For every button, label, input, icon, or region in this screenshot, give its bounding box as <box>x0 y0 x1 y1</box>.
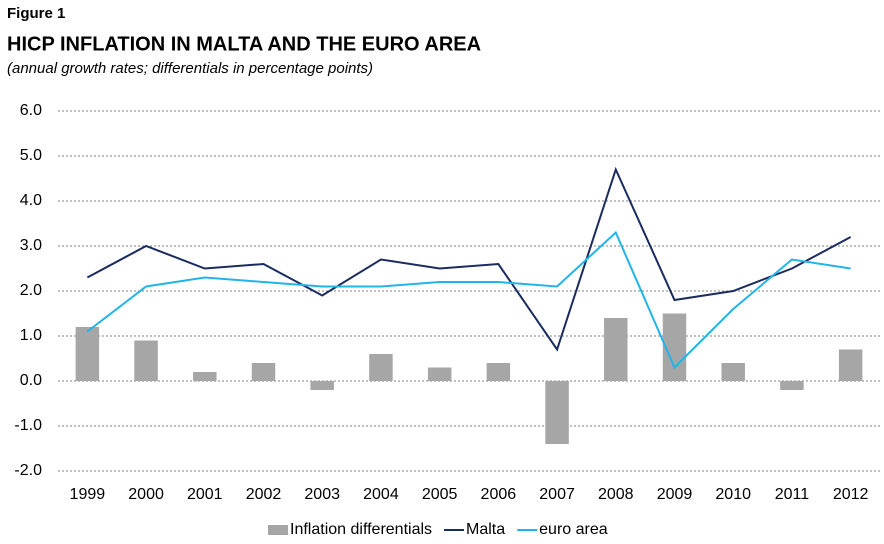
bar <box>545 381 569 444</box>
bar <box>780 381 804 390</box>
x-tick-label: 2003 <box>304 486 340 503</box>
chart-subtitle: (annual growth rates; differentials in p… <box>7 60 373 77</box>
chart-title: HICP INFLATION IN MALTA AND THE EURO ARE… <box>7 33 481 55</box>
y-tick-label: 3.0 <box>20 237 42 254</box>
x-tick-label: 2006 <box>481 486 517 503</box>
bar <box>310 381 334 390</box>
y-tick-label: 2.0 <box>20 282 42 299</box>
x-tick-label: 2002 <box>246 486 282 503</box>
line <box>86 230 851 370</box>
y-tick-label: -1.0 <box>14 417 42 434</box>
legend-label: Malta <box>466 521 505 538</box>
x-tick-label: 2007 <box>539 486 575 503</box>
line <box>86 166 852 352</box>
bar <box>662 313 687 381</box>
x-tick-label: 2011 <box>775 486 810 503</box>
bar <box>369 354 393 381</box>
x-tick-label: 2005 <box>422 486 458 503</box>
bar <box>721 363 745 381</box>
bar <box>427 367 452 381</box>
x-tick-label: 2008 <box>598 486 634 503</box>
bar <box>134 340 158 381</box>
figure-label: Figure 1 <box>7 5 65 22</box>
x-tick-label: 1999 <box>70 486 106 503</box>
bar <box>75 327 100 381</box>
legend-swatch <box>268 525 288 535</box>
legend-label: euro area <box>539 521 608 538</box>
legend-label: Inflation differentials <box>290 521 432 538</box>
x-tick-label: 2004 <box>363 486 399 503</box>
bar <box>193 372 217 381</box>
y-tick-label: 1.0 <box>20 327 42 344</box>
y-tick-label: 4.0 <box>20 192 42 209</box>
y-tick-label: 5.0 <box>20 147 42 164</box>
bar <box>838 349 863 381</box>
y-tick-label: 0.0 <box>20 372 42 389</box>
y-tick-label: -2.0 <box>14 462 42 479</box>
x-tick-label: 2010 <box>715 486 751 503</box>
bar <box>604 318 628 381</box>
x-tick-label: 2001 <box>187 486 223 503</box>
bar <box>486 363 511 381</box>
bar <box>251 363 276 381</box>
y-tick-label: 6.0 <box>20 102 42 119</box>
x-tick-label: 2012 <box>833 486 869 503</box>
x-tick-label: 2000 <box>128 486 164 503</box>
x-tick-label: 2009 <box>657 486 693 503</box>
